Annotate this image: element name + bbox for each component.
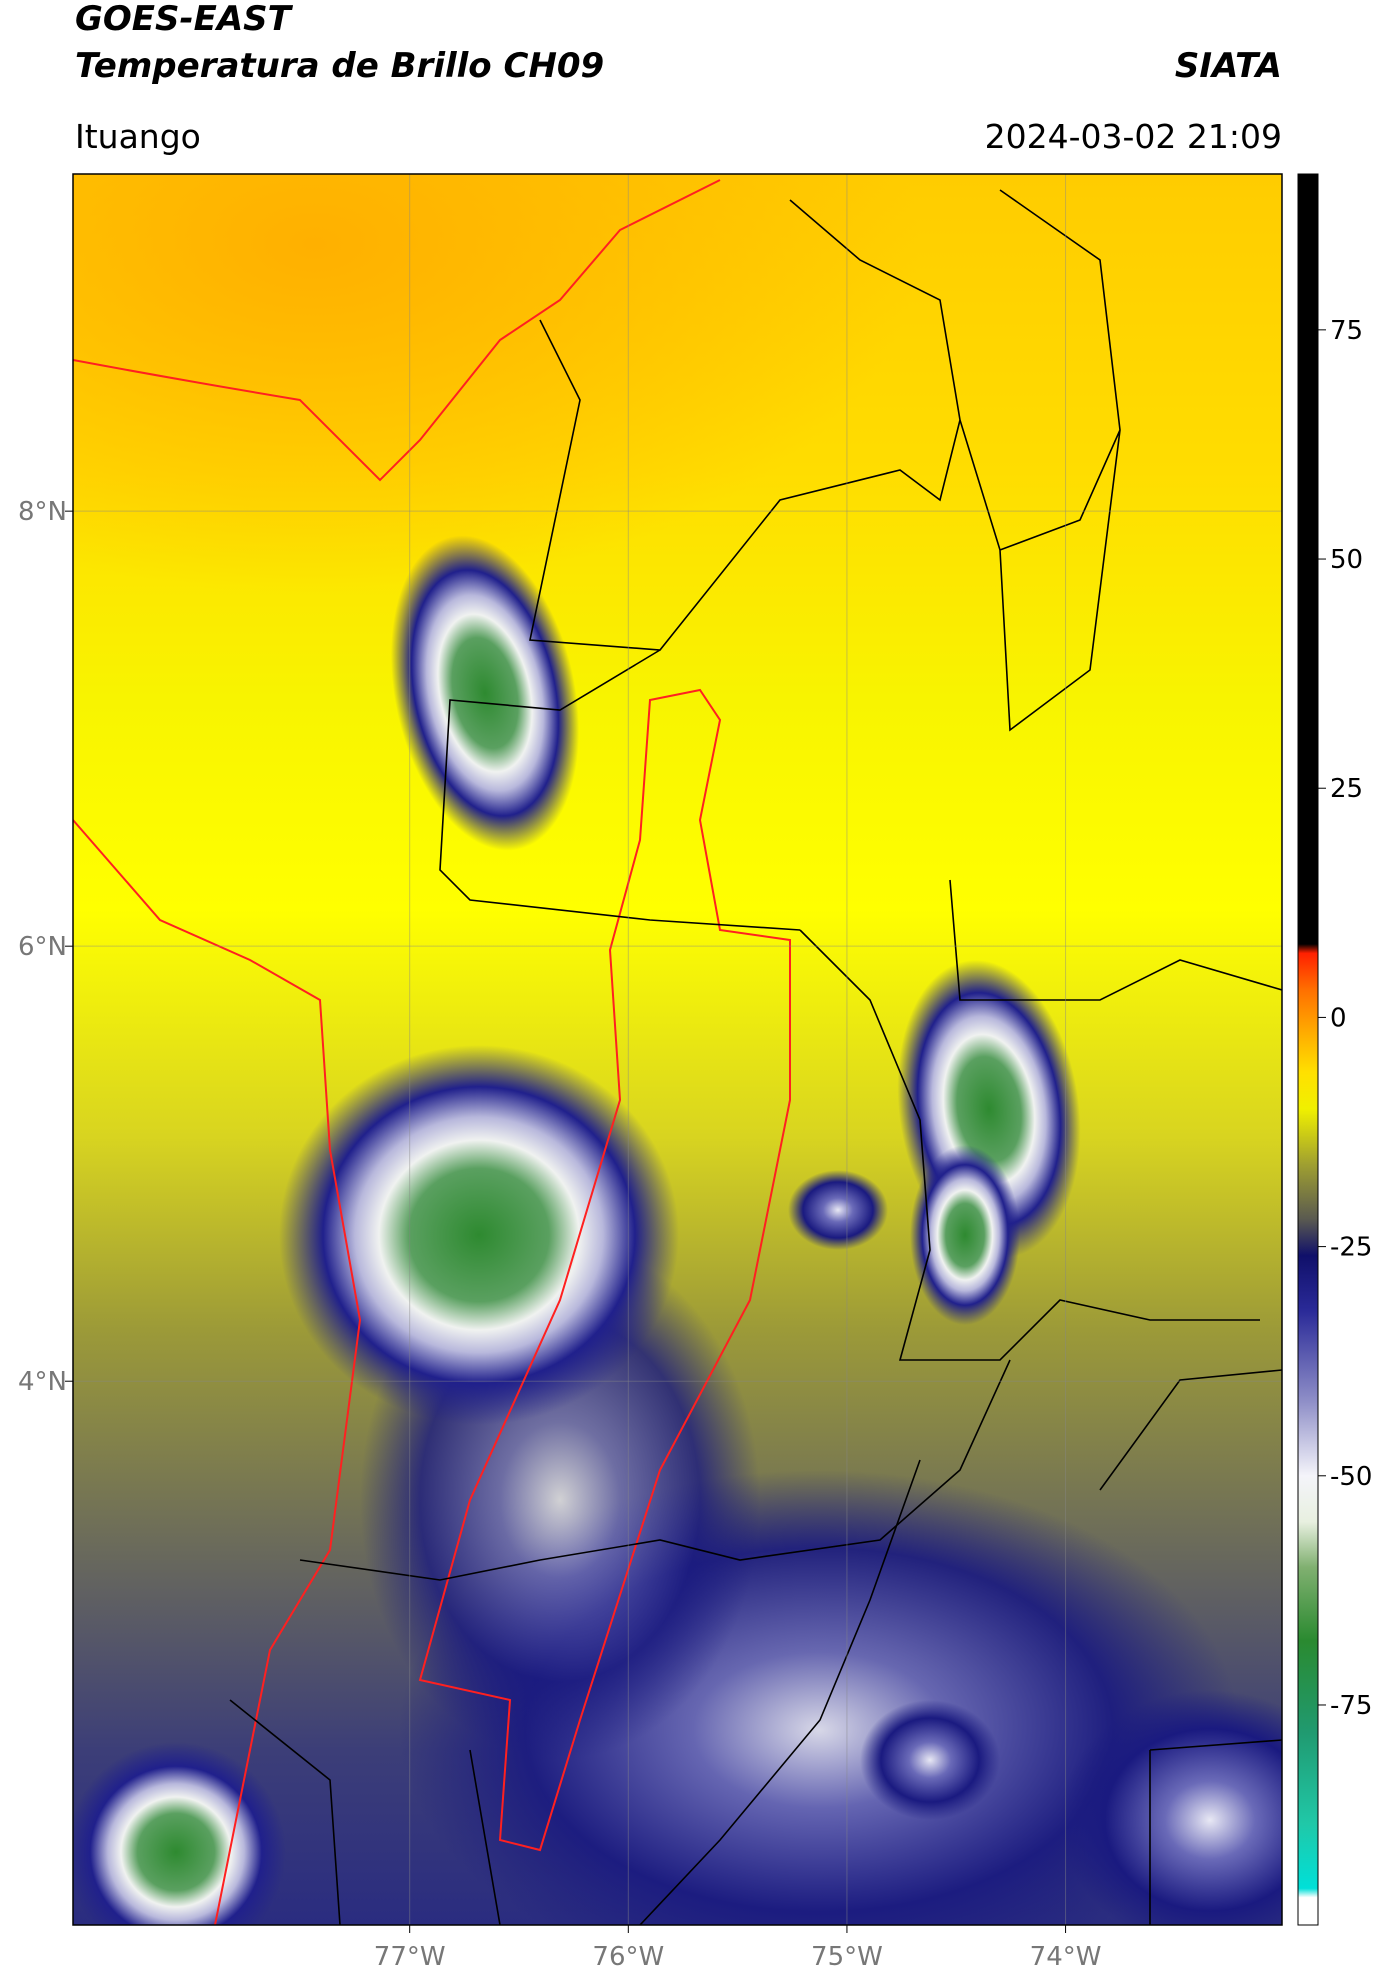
colorbar-tick-label: 25: [1330, 774, 1363, 804]
colorbar-tick-label: -75: [1330, 1691, 1372, 1721]
subtitle: Temperatura de Brillo CH09: [75, 46, 604, 86]
location: Ituango: [75, 117, 201, 156]
colorbar-tick-label: -25: [1330, 1233, 1372, 1263]
grid: [73, 174, 1282, 1925]
colorbar-ticks: 75 50 25 0 -25 -50 -75: [1318, 316, 1372, 1721]
y-tick-label: 4°N: [18, 1367, 67, 1397]
colorbar-tick-label: -50: [1330, 1462, 1372, 1492]
map-image: [73, 174, 1282, 1925]
axes: 77°W 76°W 75°W 74°W 4°N 6°N 8°N: [18, 497, 1101, 1972]
y-tick-label: 6°N: [18, 932, 67, 962]
title: GOES-EAST: [75, 0, 294, 39]
x-tick-label: 76°W: [592, 1942, 664, 1972]
colorbar-tick-label: 50: [1330, 545, 1363, 575]
y-tick-label: 8°N: [18, 497, 67, 527]
x-tick-label: 77°W: [374, 1942, 446, 1972]
colorbar-tick-label: 0: [1330, 1003, 1347, 1033]
map-frame: [72, 173, 1283, 1926]
colorbar: [1297, 173, 1319, 1926]
colorbar-tick-label: 75: [1330, 316, 1363, 346]
brand: SIATA: [1175, 46, 1282, 86]
timestamp: 2024-03-02 21:09: [985, 117, 1282, 156]
x-tick-label: 74°W: [1030, 1942, 1102, 1972]
x-tick-label: 75°W: [811, 1942, 883, 1972]
